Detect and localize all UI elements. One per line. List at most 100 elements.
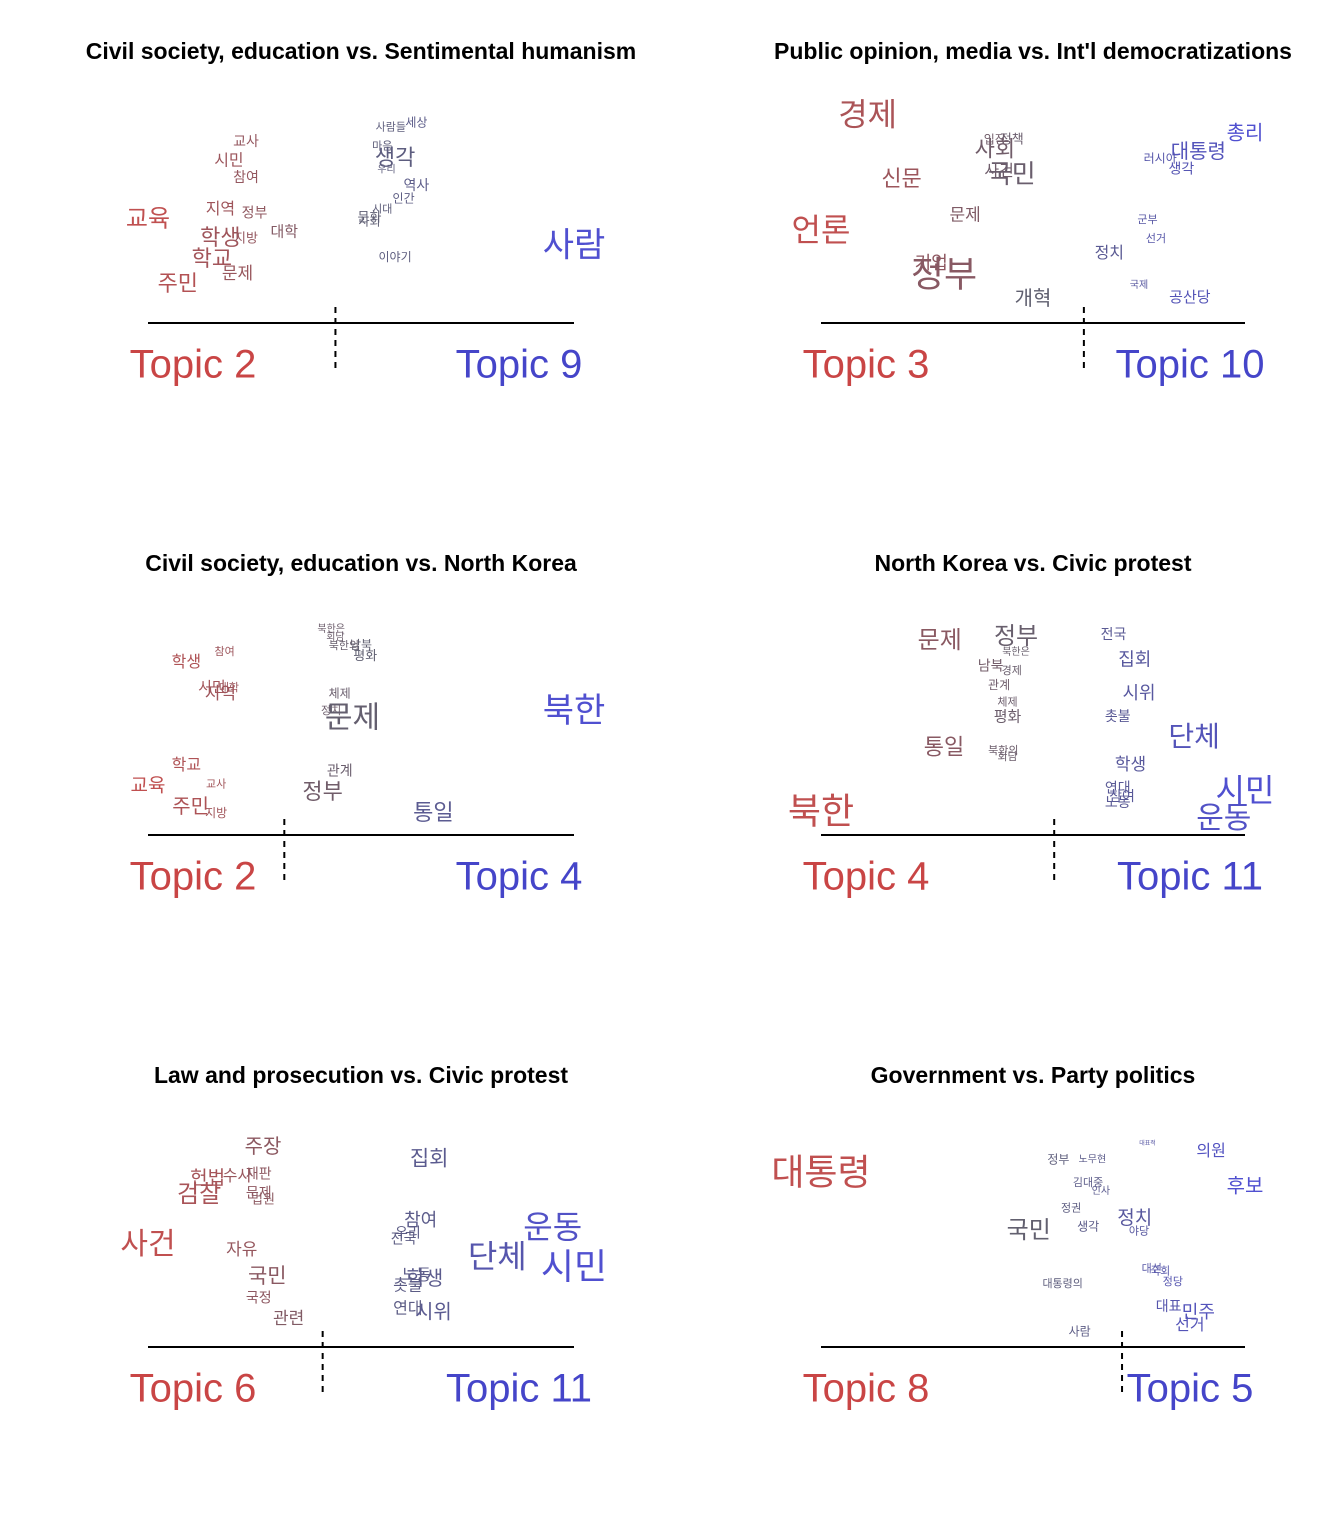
word: 정부 [1047,1152,1069,1166]
topic-label: Topic 11 [1117,855,1263,899]
word: 사람들 [376,121,406,134]
word: 마음 [372,140,392,153]
word: 평화 [353,648,377,663]
word: 국제 [1130,279,1148,291]
word: 문제 [918,627,962,654]
word: 촛불 [1105,708,1131,724]
word: 노동 [1105,794,1131,810]
word: 사람 [543,226,606,264]
word: 기업 [915,253,948,273]
word: 시민 [1216,772,1275,808]
topic-label: Topic 8 [803,1367,930,1411]
word: 총리 [1227,121,1264,144]
word: 집회 [410,1148,449,1171]
word: 전국 [391,1231,417,1247]
word: 정권 [1061,1201,1081,1214]
word: 정책 [1000,132,1024,147]
panel-title: Civil society, education vs. North Korea [145,550,577,576]
word: 대학 [219,681,239,694]
word: 교육 [126,205,170,232]
word: 지방 [234,230,258,245]
word: 생각 [1169,160,1195,176]
word: 김대중 [1073,1176,1103,1189]
word: 북한 [788,791,854,832]
word: 선거 [1146,232,1166,245]
word: 문화 [358,209,382,224]
word: 법원 [251,1191,275,1206]
word: 학교 [172,756,201,774]
topic-label: Topic 2 [130,343,257,387]
word: 입장 [984,132,1006,146]
word: 문제 [325,701,380,734]
word: 정부 [242,205,268,221]
word: 관계 [988,678,1010,692]
word: 경제 [1002,664,1022,677]
word: 참여 [404,1210,437,1230]
word: 선거 [1175,1316,1204,1334]
word: 노동 [402,1267,431,1284]
word: 대통령 [1171,140,1226,163]
word: 운동 [1196,802,1251,835]
word: 단체 [468,1238,527,1274]
word: 신문 [881,166,921,191]
word: 전국 [1101,626,1127,642]
word: 노무현 [1079,1154,1107,1166]
word: 공산당 [1169,289,1211,306]
word: 문제 [246,1184,272,1200]
word: 대표 [1156,1298,1182,1314]
word: 우리 [395,1224,421,1240]
word: 대통령 [771,1151,870,1192]
word: 국민 [1007,1217,1051,1244]
word: 학생 [200,225,240,250]
word: 주민 [158,271,198,296]
word: 정치 [1095,244,1124,262]
word: 시위 [415,1301,452,1324]
word: 학생 [1115,755,1146,774]
panel-title: Law and prosecution vs. Civic protest [154,1062,568,1088]
word: 대표적 [1139,1139,1156,1147]
word: 국회 [1150,1264,1170,1277]
word: 학교 [192,246,232,271]
word: 사회 [358,214,380,228]
word: 정부 [911,253,977,294]
word: 남북 [350,638,372,652]
word: 헌법 [190,1167,225,1189]
word: 남북 [978,658,1004,674]
word: 학생 [406,1267,443,1290]
word: 국정 [246,1289,272,1305]
word: 문제 [222,264,253,283]
word: 관련 [273,1309,304,1328]
word: 경제 [838,97,897,133]
word: 사회 [975,137,1015,162]
word: 촛불 [393,1276,422,1294]
word: 시민 [198,679,226,696]
topic-label: Topic 2 [130,855,257,899]
word: 국민 [248,1265,287,1288]
topic-label: Topic 6 [130,1367,257,1411]
word: 교사 [206,778,226,791]
panel-title: Public opinion, media vs. Int'l democrat… [774,38,1292,64]
word: 시위 [1122,683,1155,703]
word: 이야기 [379,250,412,264]
word: 재판 [246,1166,272,1182]
word: 주장 [245,1135,282,1158]
word: 국민 [988,159,1036,189]
word: 대선 [1142,1262,1162,1275]
word: 북한은 [317,623,345,635]
word: 지방 [205,806,227,820]
word: 북한의 [329,639,359,652]
word: 정부 [302,779,342,804]
word: 사건 [984,162,1013,180]
word: 통일 [413,800,453,825]
word: 교육 [131,776,166,797]
word: 러시아 [1144,151,1177,165]
word: 북한은 [1002,646,1030,658]
word: 관계 [327,763,353,779]
panel-title: Government vs. Party politics [871,1062,1196,1088]
word: 시민 [541,1246,607,1287]
word: 연대 [1105,780,1131,796]
word: 인간 [393,191,415,205]
topic-label: Topic 10 [1116,343,1265,387]
word: 체제 [997,696,1017,709]
word: 단체 [1168,721,1220,752]
